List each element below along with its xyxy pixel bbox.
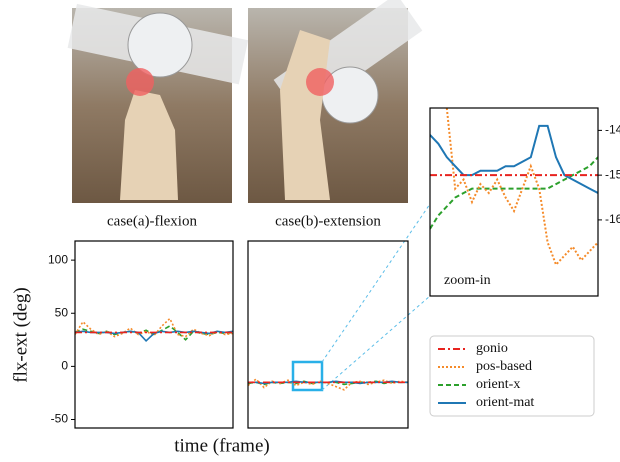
y-axis-label: flx-ext (deg) (10, 287, 31, 382)
y-tick-label: 0 (61, 359, 68, 373)
legend-label: orient-mat (476, 395, 534, 410)
y-tick-label: -15 (605, 167, 620, 181)
y-tick-label: 100 (48, 252, 68, 266)
legend-label: gonio (476, 341, 508, 356)
y-tick-label: 50 (55, 305, 69, 319)
series-line (248, 378, 408, 391)
axes-frame (429, 107, 599, 297)
photo-a (67, 3, 249, 203)
series-line (430, 156, 598, 230)
plot (75, 317, 233, 343)
caption: case(b)-extension (275, 213, 381, 229)
legend-label: pos-based (476, 359, 532, 374)
y-tick-label: -16 (605, 212, 620, 226)
photo-b (248, 0, 423, 203)
zoom-background (430, 108, 598, 296)
series-line (445, 108, 598, 267)
connector (321, 295, 431, 391)
series-line (75, 317, 233, 338)
caption: case(a)-flexion (107, 213, 197, 229)
connector (321, 203, 431, 363)
annotation: zoom-in (444, 273, 491, 288)
series-line (430, 124, 598, 194)
legend-label: orient-x (476, 377, 520, 392)
x-axis-label: time (frame) (174, 435, 269, 456)
axes-frame (247, 240, 409, 429)
plot (430, 108, 598, 267)
plot (248, 378, 408, 391)
axes-frame (74, 240, 234, 429)
zoom-box (291, 360, 324, 392)
y-tick-label: -50 (51, 412, 69, 426)
legend-box (429, 335, 595, 417)
y-tick-label: -14 (605, 123, 620, 137)
